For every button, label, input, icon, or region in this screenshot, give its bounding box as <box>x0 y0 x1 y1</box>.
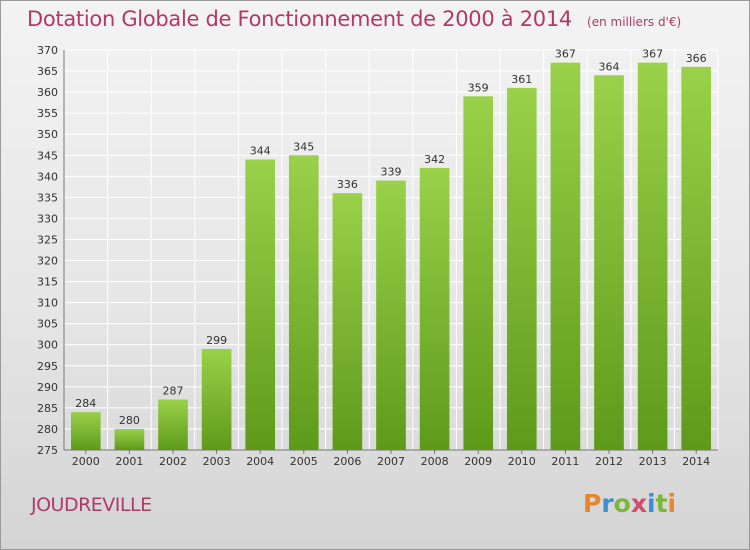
bar-2014 <box>681 66 712 450</box>
bar-2000 <box>70 412 101 450</box>
bar-2008 <box>419 167 450 451</box>
bar-2006 <box>332 193 363 450</box>
y-tick-label: 360 <box>37 86 58 99</box>
data-label-2006: 336 <box>337 178 358 191</box>
bar-2007 <box>376 180 406 451</box>
y-tick-label: 295 <box>37 360 58 373</box>
bar-2005 <box>288 155 319 450</box>
x-axis: 2000 2001 2002 2003 2004 2005 2006 2007 2008 2009… <box>64 449 718 468</box>
x-tick-label-2005: 2005 <box>290 455 318 468</box>
bars: 284 280 287 299 344 345 336 339 342 359 361 367 364 3… <box>70 48 712 451</box>
commune-name: JOUDREVILLE <box>31 494 152 516</box>
x-tick-label-2011: 2011 <box>551 455 579 468</box>
y-tick-label: 365 <box>37 65 58 78</box>
logo-letter: i <box>667 489 677 518</box>
data-label-2014: 366 <box>686 52 707 65</box>
y-tick-label: 370 <box>37 44 58 57</box>
data-label-2000: 284 <box>75 397 96 410</box>
data-label-2004: 344 <box>250 144 271 157</box>
chart-title: Dotation Globale de Fonctionnement de 20… <box>27 7 572 31</box>
y-tick-label: 335 <box>37 191 58 204</box>
x-tick-label-2013: 2013 <box>639 455 667 468</box>
y-tick-label: 315 <box>37 276 58 289</box>
logo-letter: P <box>583 489 602 518</box>
data-label-2003: 299 <box>206 334 227 347</box>
title-row: Dotation Globale de Fonctionnement de 20… <box>27 7 681 31</box>
y-tick-label: 275 <box>37 444 58 457</box>
bar-2003 <box>201 348 232 450</box>
data-label-2002: 287 <box>163 384 184 397</box>
bar-2001 <box>114 428 145 450</box>
y-tick-label: 285 <box>37 402 58 415</box>
bar-2013 <box>637 62 668 450</box>
y-tick-label: 320 <box>37 255 58 268</box>
data-label-2008: 342 <box>424 153 445 166</box>
y-tick-label: 340 <box>37 170 58 183</box>
logo-letter: r <box>601 489 614 518</box>
bar-2002 <box>158 399 188 450</box>
y-tick-label: 300 <box>37 339 58 352</box>
proxiti-logo[interactable]: Proxiti <box>583 489 676 518</box>
y-tick-label: 350 <box>37 128 58 141</box>
x-tick-label-2009: 2009 <box>464 455 492 468</box>
y-tick-label: 305 <box>37 318 58 331</box>
x-tick-label-2014: 2014 <box>682 455 710 468</box>
logo-letter: t <box>655 489 668 518</box>
x-tick-label-2012: 2012 <box>595 455 623 468</box>
x-tick-label-2008: 2008 <box>421 455 449 468</box>
data-label-2001: 280 <box>119 414 140 427</box>
y-tick-label: 325 <box>37 233 58 246</box>
x-tick-label-2006: 2006 <box>333 455 361 468</box>
data-label-2009: 359 <box>468 81 489 94</box>
x-tick-label-2004: 2004 <box>246 455 274 468</box>
data-label-2012: 364 <box>599 60 620 73</box>
data-label-2010: 361 <box>511 73 532 86</box>
data-label-2007: 339 <box>381 166 402 179</box>
bar-2009 <box>463 96 494 450</box>
x-tick-label-2007: 2007 <box>377 455 405 468</box>
bar-2011 <box>550 62 581 450</box>
bar-2012 <box>594 75 624 451</box>
bar-2004 <box>245 159 276 450</box>
y-tick-label: 355 <box>37 107 58 120</box>
data-label-2013: 367 <box>642 48 663 61</box>
x-tick-label-2010: 2010 <box>508 455 536 468</box>
bar-2010 <box>506 87 537 450</box>
data-label-2005: 345 <box>293 140 314 153</box>
x-tick-label-2000: 2000 <box>72 455 100 468</box>
y-tick-label: 345 <box>37 149 58 162</box>
y-tick-label: 280 <box>37 423 58 436</box>
chart-subtitle: (en milliers d'€) <box>587 15 682 29</box>
logo-letter: o <box>613 489 631 518</box>
y-tick-label: 330 <box>37 212 58 225</box>
logo-letter: x <box>630 489 647 518</box>
y-axis: 275 280 285 290 295 300 305 310 315 320 325 330 335 3… <box>37 44 65 457</box>
data-label-2011: 367 <box>555 48 576 61</box>
y-tick-label: 290 <box>37 381 58 394</box>
logo-letter: i <box>647 489 656 518</box>
x-tick-label-2003: 2003 <box>203 455 231 468</box>
y-tick-label: 310 <box>37 297 58 310</box>
x-tick-label-2001: 2001 <box>115 455 143 468</box>
x-tick-label-2002: 2002 <box>159 455 187 468</box>
